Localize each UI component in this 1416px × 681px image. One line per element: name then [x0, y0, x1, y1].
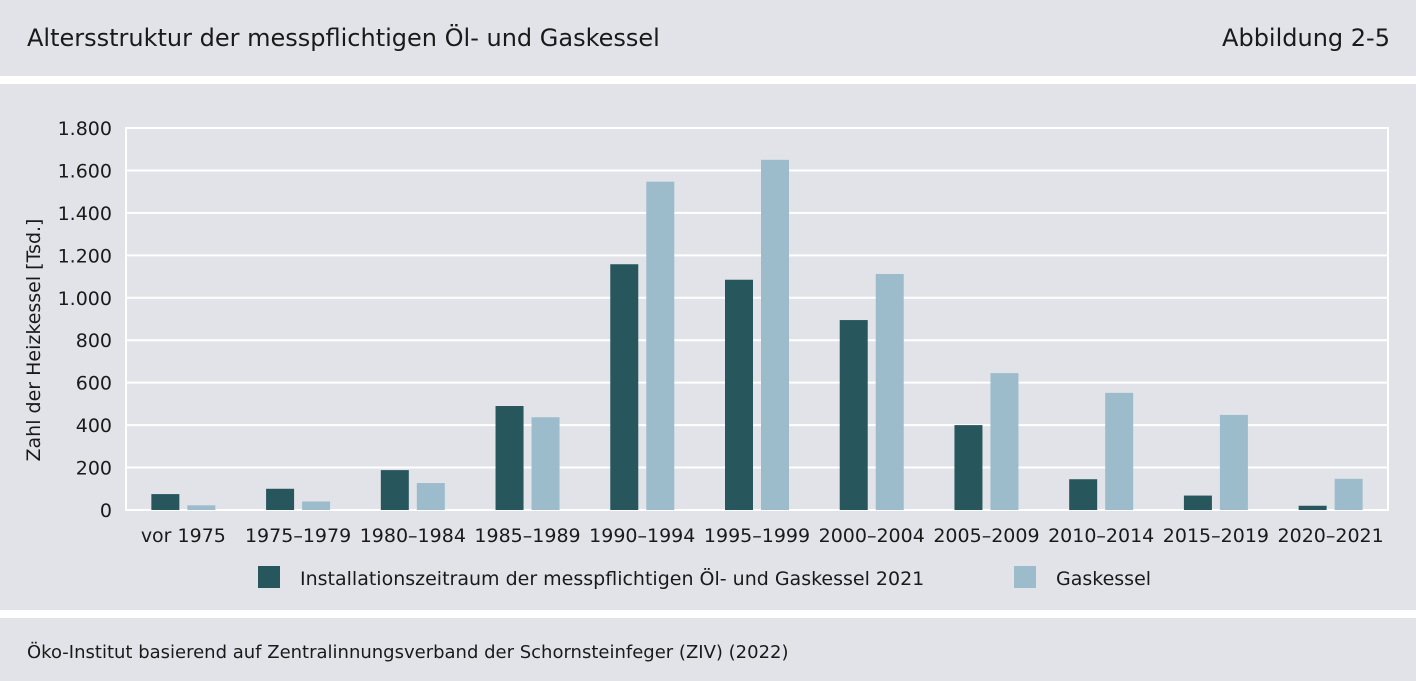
bar-installationszeitraum	[610, 264, 639, 510]
plot-frame	[125, 127, 1389, 511]
bar-chart: 0 200 400 600 800 1.000 1.200 1.400 1.600 1.800 Z…	[23, 118, 1389, 590]
x-tick-label: 2005–2009	[933, 525, 1039, 547]
bar-installationszeitraum	[151, 494, 180, 510]
x-axis-ticks: vor 1975 1975–1979 1980–1984 1985–1989 1990–…	[141, 525, 1384, 547]
bar-installationszeitraum	[266, 488, 295, 510]
y-tick-label: 0	[100, 500, 112, 522]
bar-installationszeitraum	[954, 425, 983, 510]
bar-gaskessel	[646, 181, 675, 510]
bars	[151, 159, 1363, 510]
bar-gaskessel	[1105, 392, 1134, 510]
legend-label-series-1: Installationszeitraum der messpflichtige…	[300, 567, 924, 590]
bar-installationszeitraum	[1298, 505, 1327, 510]
x-tick-label: 1980–1984	[360, 525, 466, 547]
legend: Installationszeitraum der messpflichtige…	[258, 566, 1151, 590]
bar-gaskessel	[875, 274, 904, 510]
chart-title: Altersstruktur der messpflichtigen Öl- u…	[27, 24, 660, 52]
x-tick-label: 1985–1989	[474, 525, 580, 547]
x-tick-label: 2015–2019	[1163, 525, 1269, 547]
top-divider	[0, 76, 1416, 84]
legend-swatch-series-2	[1014, 566, 1036, 588]
header-bar: Altersstruktur der messpflichtigen Öl- u…	[0, 0, 1416, 76]
x-tick-label: 1990–1994	[589, 525, 695, 547]
legend-swatch-series-1	[258, 566, 280, 588]
bar-gaskessel	[416, 483, 445, 510]
bar-installationszeitraum	[725, 279, 753, 510]
bar-gaskessel	[531, 417, 560, 510]
bar-installationszeitraum	[1069, 479, 1098, 510]
bar-installationszeitraum	[839, 320, 868, 510]
y-tick-label: 200	[76, 458, 112, 480]
source-note: Öko-Institut basierend auf Zentralinnung…	[27, 642, 789, 663]
y-tick-label: 800	[76, 330, 112, 352]
y-axis-label: Zahl der Heizkessel [Tsd.]	[23, 219, 45, 462]
x-tick-label: 2010–2014	[1048, 525, 1154, 547]
y-tick-label: 1.800	[58, 118, 112, 140]
bar-gaskessel	[187, 505, 216, 510]
bar-gaskessel	[761, 159, 789, 510]
bar-installationszeitraum	[1183, 495, 1212, 510]
x-tick-label: 1995–1999	[704, 525, 810, 547]
x-tick-label: vor 1975	[141, 525, 226, 547]
bottom-divider	[0, 610, 1416, 618]
legend-label-series-2: Gaskessel	[1056, 568, 1151, 590]
grid-lines	[125, 127, 1389, 511]
y-tick-label: 1.600	[58, 160, 112, 182]
y-tick-label: 1.400	[58, 203, 112, 225]
bar-gaskessel	[1334, 478, 1363, 510]
y-axis-ticks: 0 200 400 600 800 1.000 1.200 1.400 1.600 1.800	[58, 118, 112, 522]
y-tick-label: 1.200	[58, 245, 112, 267]
figure-number: Abbildung 2-5	[1222, 24, 1390, 52]
bar-gaskessel	[990, 373, 1019, 510]
y-tick-label: 400	[76, 415, 112, 437]
y-tick-label: 600	[76, 373, 112, 395]
bar-installationszeitraum	[495, 406, 524, 510]
x-tick-label: 1975–1979	[245, 525, 351, 547]
y-tick-label: 1.000	[58, 288, 112, 310]
x-tick-label: 2000–2004	[819, 525, 925, 547]
bar-gaskessel	[302, 501, 331, 510]
bar-gaskessel	[1219, 414, 1248, 510]
bar-installationszeitraum	[380, 470, 409, 510]
x-tick-label: 2020–2021	[1278, 525, 1384, 547]
chart-area: 0 200 400 600 800 1.000 1.200 1.400 1.600 1.800 Z…	[0, 84, 1416, 610]
